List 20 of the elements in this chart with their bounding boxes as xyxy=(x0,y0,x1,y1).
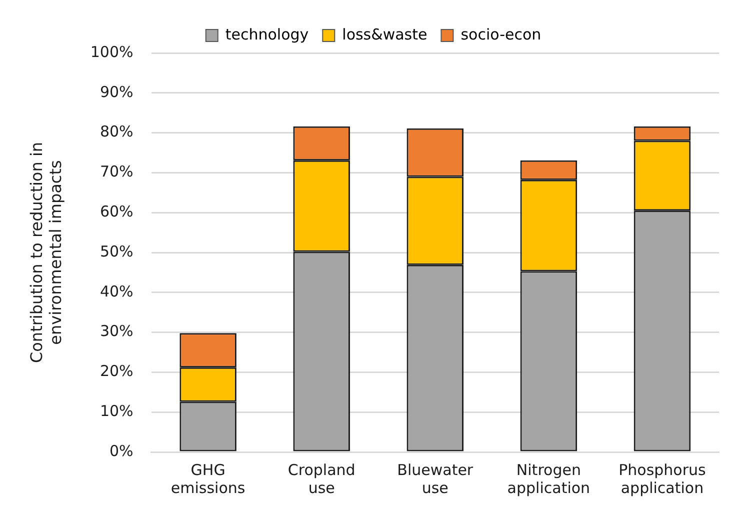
y-tick-label: 60% xyxy=(100,202,134,220)
x-tick-label: Nitrogen application xyxy=(507,460,590,497)
y-tick-label: 50% xyxy=(100,242,134,260)
legend-label: technology xyxy=(225,25,309,44)
x-tick-label: Phosphorus application xyxy=(618,460,706,497)
y-tick-label: 40% xyxy=(100,282,134,300)
y-tick-label: 30% xyxy=(100,322,134,340)
y-tick-label: 90% xyxy=(100,82,134,101)
x-tick-label: Bluewater use xyxy=(397,460,474,497)
y-tick-label: 70% xyxy=(100,162,134,181)
y-tick-label: 100% xyxy=(90,42,134,61)
y-tick-label: 10% xyxy=(100,402,134,420)
y-tick-label: 20% xyxy=(100,362,134,380)
legend-label: loss&waste xyxy=(342,25,428,44)
legend-label: socio-econ xyxy=(460,25,542,44)
y-axis-title: Contribution to reduction in environmental impacts xyxy=(26,142,65,364)
x-tick-label: Cropland use xyxy=(288,460,356,497)
y-tick-label: 0% xyxy=(109,442,134,460)
x-tick-label: GHG emissions xyxy=(170,460,246,497)
y-tick-label: 80% xyxy=(100,122,134,141)
